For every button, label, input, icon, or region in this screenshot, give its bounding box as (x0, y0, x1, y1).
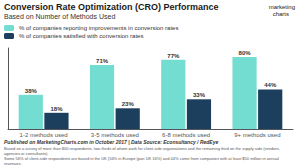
svg-text:Based on a survey of more than: Based on a survey of more than 800 respo… (4, 146, 281, 151)
svg-text:44%: 44% (264, 82, 277, 88)
svg-text:3-5 methods used: 3-5 methods used (91, 132, 139, 138)
svg-text:18%: 18% (50, 106, 63, 112)
svg-text:% of companies reporting impro: % of companies reporting improvements in… (19, 25, 178, 31)
svg-text:1-2 methods used: 1-2 methods used (20, 132, 68, 138)
svg-text:marketing: marketing (269, 4, 295, 10)
svg-text:6-8 methods used: 6-8 methods used (162, 132, 210, 138)
svg-text:33%: 33% (193, 92, 206, 98)
svg-text:agencies or consultants).: agencies or consultants). (4, 151, 49, 156)
svg-text:Some 56% of client-side respon: Some 56% of client-side respondents are … (4, 156, 280, 161)
svg-text:Based on Number of Methods Use: Based on Number of Methods Used (4, 13, 115, 20)
svg-text:Published on MarketingCharts.c: Published on MarketingCharts.com in Octo… (4, 139, 218, 145)
svg-text:71%: 71% (96, 58, 109, 64)
svg-text:80%: 80% (239, 50, 252, 56)
svg-text:9+ methods used: 9+ methods used (234, 132, 280, 138)
svg-text:23%: 23% (122, 101, 135, 107)
svg-text:77%: 77% (167, 53, 180, 59)
svg-text:% of companies satisfied with: % of companies satisfied with conversion… (19, 33, 143, 39)
svg-text:Conversion Rate Optimization (: Conversion Rate Optimization (CRO) Perfo… (4, 2, 219, 12)
svg-text:revenues.: revenues. (4, 161, 22, 166)
svg-text:38%: 38% (25, 88, 38, 94)
svg-text:charts: charts (273, 11, 289, 17)
